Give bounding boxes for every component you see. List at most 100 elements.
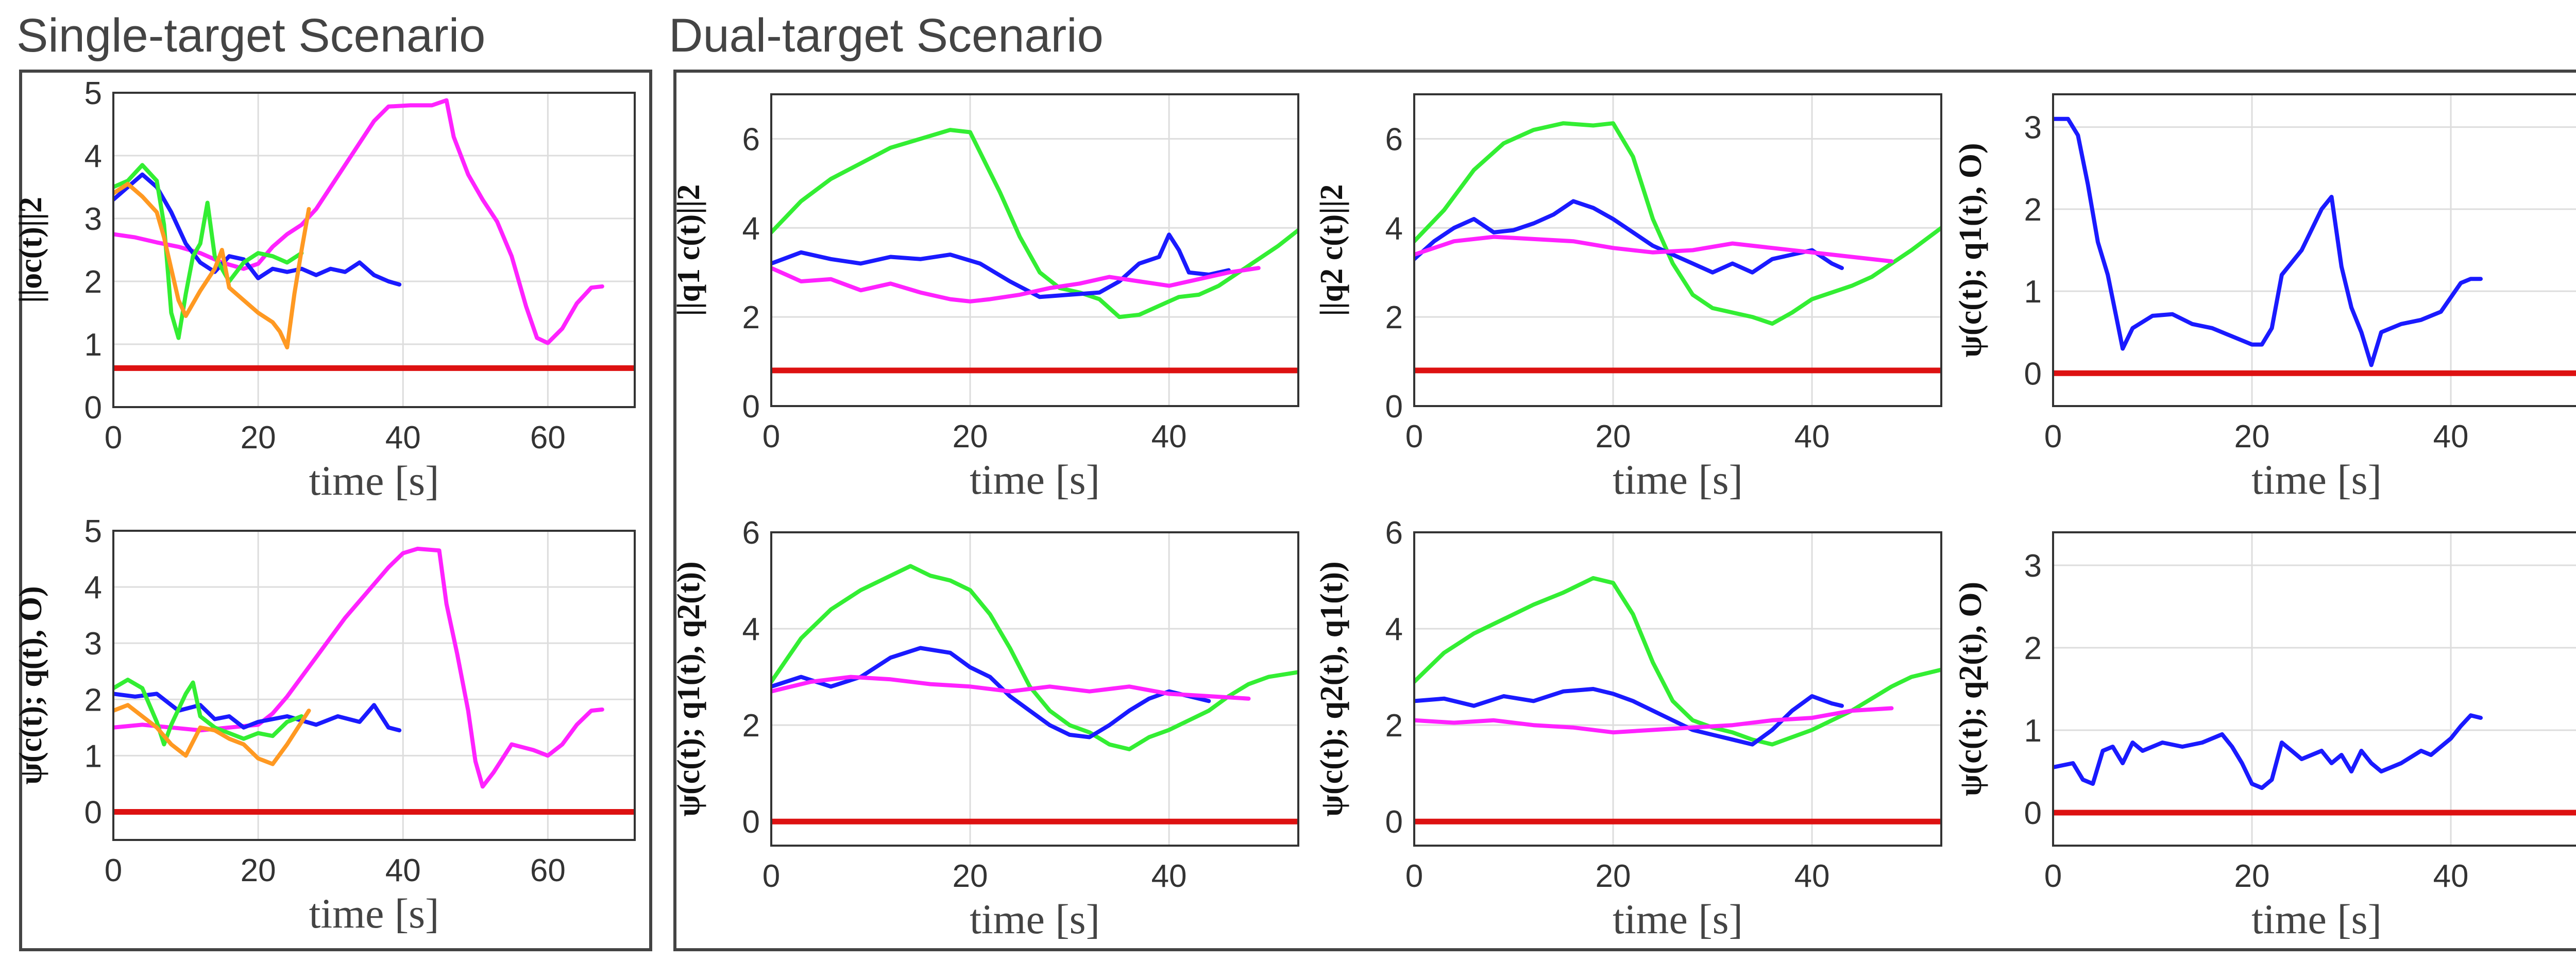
x-tick-label: 40 — [1151, 419, 1187, 455]
x-tick-label: 20 — [1596, 419, 1631, 455]
x-tick-label: 20 — [241, 853, 276, 888]
y-tick-label: 2 — [84, 264, 102, 300]
plot-frame — [770, 531, 1299, 847]
x-axis-label: time [s] — [1613, 896, 1743, 943]
y-tick-label: 2 — [2024, 192, 2042, 228]
chart-dual-q2-distance: 0 20 40 0 2 4 6 time [s] ||q2 c(t)||2 — [1314, 93, 1942, 503]
x-tick-label: 0 — [1405, 859, 1423, 894]
y-tick-label: 0 — [84, 795, 102, 830]
plot-frame — [112, 530, 636, 841]
x-tick-label: 40 — [385, 853, 421, 888]
y-tick-label: 3 — [2024, 110, 2042, 146]
x-axis-label: time [s] — [970, 456, 1100, 503]
y-tick-label: 1 — [84, 327, 102, 363]
series-group — [113, 546, 635, 815]
series-line-magenta — [113, 546, 604, 789]
series-line-blue — [113, 172, 402, 287]
x-tick-label: 0 — [105, 420, 122, 456]
series-line-orange — [113, 703, 311, 766]
y-tick-label: 4 — [742, 612, 760, 647]
y-tick-label: 2 — [742, 708, 760, 744]
series-line-blue — [2053, 116, 2483, 367]
x-tick-label: 0 — [105, 853, 122, 888]
x-axis-label: time [s] — [1613, 456, 1743, 503]
x-tick-label: 60 — [530, 853, 566, 888]
series-line-blue — [1414, 687, 1844, 747]
x-axis-label: time [s] — [309, 457, 439, 504]
y-tick-label: 5 — [84, 76, 102, 111]
series-group — [2053, 713, 2576, 816]
chart-dual-q1-distance: 0 20 40 0 2 4 6 time [s] ||q1 c(t)||2 — [671, 93, 1299, 503]
y-axis-label: ψ(c(t); q2(t), O) — [1953, 582, 1988, 796]
y-axis-label: ψ(c(t); q2(t), q1(t)) — [1314, 561, 1349, 816]
series-group — [771, 128, 1298, 374]
series-line-green — [771, 128, 1298, 319]
chart-single-bottom: 0 20 40 60 0 1 2 3 4 5 time [s] ψ(c(t); q(t), O) — [13, 514, 636, 937]
x-tick-label: 0 — [2044, 419, 2062, 455]
y-tick-label: 3 — [84, 201, 102, 237]
y-tick-label: 4 — [742, 211, 760, 246]
y-tick-label: 4 — [84, 139, 102, 174]
x-axis-label: time [s] — [309, 890, 439, 937]
y-tick-label: 0 — [742, 804, 760, 840]
y-axis-label: ||oc(t)||2 — [13, 197, 48, 303]
y-axis-label: ||q2 c(t)||2 — [1314, 184, 1349, 316]
dual-target-title: Dual-target Scenario — [669, 9, 1104, 62]
y-tick-label: 2 — [1385, 300, 1403, 335]
series-line-green — [1414, 121, 1941, 326]
y-tick-label: 2 — [742, 300, 760, 335]
series-group — [1414, 121, 1941, 374]
y-axis-label: ||q1 c(t)||2 — [671, 184, 706, 316]
y-tick-label: 6 — [742, 122, 760, 157]
single-target-box — [19, 70, 652, 951]
chart-single-top: 0 20 40 60 0 1 2 3 4 5 time [s] ||oc(t)||2 — [13, 76, 636, 504]
series-group — [2053, 116, 2576, 376]
series-group — [1414, 576, 1941, 824]
series-line-green — [771, 564, 1298, 751]
x-tick-label: 40 — [385, 420, 421, 456]
y-tick-label: 4 — [1385, 612, 1403, 647]
y-tick-label: 6 — [742, 515, 760, 551]
y-tick-label: 3 — [2024, 548, 2042, 584]
x-tick-label: 20 — [241, 420, 276, 456]
y-tick-label: 2 — [2024, 631, 2042, 666]
x-tick-label: 40 — [2433, 859, 2469, 894]
x-tick-label: 20 — [2234, 419, 2270, 455]
x-tick-label: 40 — [1151, 859, 1187, 894]
y-axis-label: ψ(c(t); q(t), O) — [13, 586, 48, 784]
plot-frame — [2052, 93, 2576, 407]
plot-frame — [770, 93, 1299, 407]
plot-frame — [112, 92, 636, 408]
series-line-green — [113, 678, 304, 747]
y-tick-label: 0 — [2024, 356, 2042, 392]
y-tick-label: 6 — [1385, 122, 1403, 157]
y-tick-label: 4 — [84, 570, 102, 605]
series-line-blue — [771, 646, 1211, 739]
y-tick-label: 0 — [1385, 389, 1403, 425]
chart-dual-psi-q1-q2: 0 20 40 0 2 4 6 time [s] ψ(c(t); q1(t), q2(t)) — [671, 515, 1299, 943]
y-tick-label: 6 — [1385, 515, 1403, 551]
y-axis-label: ψ(c(t); q1(t), q2(t)) — [671, 561, 706, 816]
x-tick-label: 20 — [953, 419, 988, 455]
x-axis-label: time [s] — [2251, 456, 2382, 503]
plot-frame — [1413, 93, 1942, 407]
y-tick-label: 5 — [84, 514, 102, 549]
series-line-blue — [771, 232, 1231, 299]
x-axis-label: time [s] — [970, 896, 1100, 943]
y-tick-label: 1 — [2024, 713, 2042, 749]
x-tick-label: 60 — [530, 420, 566, 456]
dual-target-box — [673, 70, 2576, 951]
y-tick-label: 0 — [742, 389, 760, 425]
series-line-magenta — [1414, 706, 1894, 735]
x-tick-label: 0 — [2044, 859, 2062, 894]
series-line-green — [113, 163, 304, 340]
chart-dual-psi-q1: 0 20 40 0 1 2 3 time [s] ψ(c(t); q1(t), O) — [1953, 93, 2576, 503]
x-tick-label: 40 — [1794, 419, 1830, 455]
y-tick-label: 0 — [1385, 804, 1403, 840]
x-axis-label: time [s] — [2251, 896, 2382, 943]
x-tick-label: 20 — [1596, 859, 1631, 894]
series-line-magenta — [771, 675, 1251, 701]
series-line-magenta — [113, 98, 604, 345]
